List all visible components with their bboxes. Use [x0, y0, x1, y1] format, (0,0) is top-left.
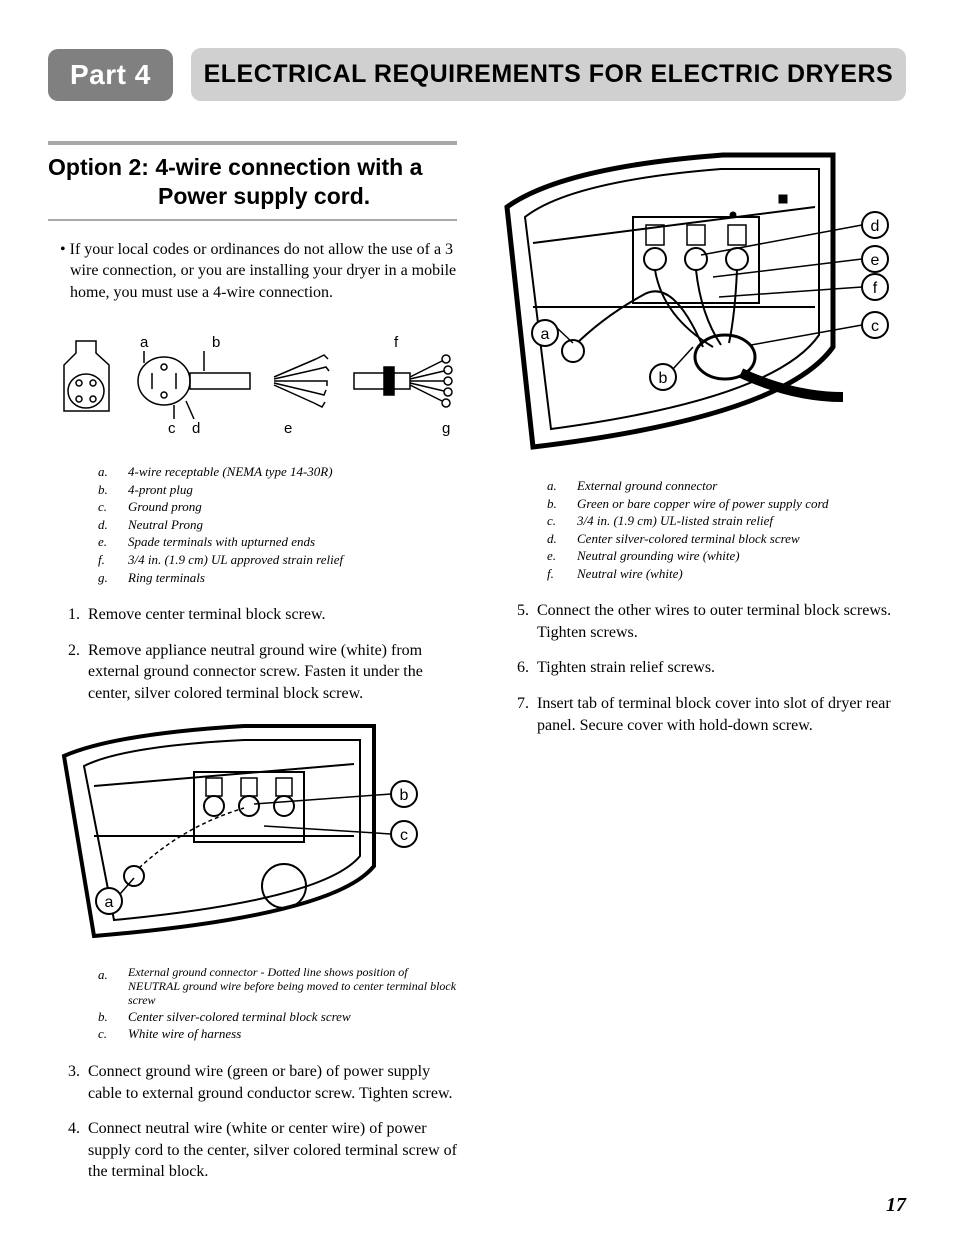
step-item: Remove center terminal block screw. [84, 604, 457, 626]
intro-paragraph: If your local codes or ordinances do not… [60, 239, 457, 304]
legend-text: White wire of harness [128, 1025, 241, 1043]
figure-terminal-2: d e f c a b [497, 141, 906, 463]
svg-text:a: a [140, 334, 149, 351]
legend-letter: e. [547, 547, 561, 565]
page-header: Part 4 ELECTRICAL REQUIREMENTS FOR ELECT… [48, 48, 906, 101]
legend-text: Neutral wire (white) [577, 565, 683, 583]
legend-letter: d. [98, 516, 112, 534]
legend-letter: d. [547, 530, 561, 548]
dryer-terminal-diagram-icon: b c a [54, 716, 434, 946]
steps-list-2: Connect ground wire (green or bare) of p… [48, 1061, 457, 1183]
plug-cord-diagram-icon: a b f c d e g [54, 333, 454, 443]
legend-text: Center silver-colored terminal block scr… [128, 1008, 351, 1026]
right-column: d e f c a b a. External ground connector … [497, 141, 906, 1197]
rule-top [48, 141, 457, 145]
svg-text:c: c [400, 827, 408, 844]
svg-text:d: d [871, 218, 880, 235]
figure-terminal-1: b c a [48, 710, 457, 952]
legend-text: 4-wire receptable (NEMA type 14-30R) [128, 463, 333, 481]
svg-text:f: f [873, 280, 878, 297]
left-column: Option 2: 4-wire connection with a Power… [48, 141, 457, 1197]
svg-text:a: a [541, 326, 550, 343]
svg-text:d: d [192, 420, 200, 437]
step-item: Connect ground wire (green or bare) of p… [84, 1061, 457, 1104]
legend-1: a. 4-wire receptable (NEMA type 14-30R) b… [98, 463, 457, 586]
steps-list-3: Connect the other wires to outer termina… [497, 600, 906, 736]
legend-letter: a. [98, 463, 112, 481]
dryer-wired-diagram-icon: d e f c a b [503, 147, 903, 457]
legend-letter: g. [98, 569, 112, 587]
figure-plug-cord: a b f c d e g [48, 327, 457, 449]
legend-text: Green or bare copper wire of power suppl… [577, 495, 829, 513]
svg-text:b: b [659, 370, 668, 387]
legend-text: External ground connector - Dotted line … [128, 966, 457, 1007]
legend-text: 3/4 in. (1.9 cm) UL approved strain reli… [128, 551, 343, 569]
svg-text:f: f [394, 334, 399, 351]
legend-text: Ground prong [128, 498, 202, 516]
part-tab: Part 4 [48, 49, 173, 101]
legend-letter: a. [547, 477, 561, 495]
svg-text:a: a [105, 894, 114, 911]
legend-text: Neutral Prong [128, 516, 203, 534]
step-item: Connect neutral wire (white or center wi… [84, 1118, 457, 1183]
option-heading-line1: Option 2: 4-wire connection with a [48, 154, 422, 180]
option-heading-line2: Power supply cord. [48, 182, 457, 211]
option-heading: Option 2: 4-wire connection with a Power… [48, 153, 457, 211]
header-banner: ELECTRICAL REQUIREMENTS FOR ELECTRIC DRY… [191, 48, 906, 101]
legend-text: Spade terminals with upturned ends [128, 533, 315, 551]
legend-text: 4-pront plug [128, 481, 193, 499]
legend-letter: e. [98, 533, 112, 551]
legend-text: Center silver-colored terminal block scr… [577, 530, 800, 548]
svg-text:g: g [442, 420, 450, 437]
step-item: Tighten strain relief screws. [533, 657, 906, 679]
content-columns: Option 2: 4-wire connection with a Power… [48, 141, 906, 1197]
legend-letter: b. [547, 495, 561, 513]
svg-text:c: c [871, 318, 879, 335]
legend-letter: a. [98, 966, 112, 1007]
legend-text: External ground connector [577, 477, 717, 495]
page-number: 17 [886, 1194, 906, 1217]
legend-3: a. External ground connector b. Green or b… [547, 477, 906, 582]
svg-text:b: b [400, 787, 409, 804]
legend-2: a. External ground connector - Dotted lin… [98, 966, 457, 1042]
legend-letter: c. [98, 1025, 112, 1043]
step-item: Insert tab of terminal block cover into … [533, 693, 906, 736]
step-item: Remove appliance neutral ground wire (wh… [84, 640, 457, 705]
rule-bottom [48, 219, 457, 221]
legend-text: 3/4 in. (1.9 cm) UL-listed strain relief [577, 512, 773, 530]
legend-letter: f. [98, 551, 112, 569]
svg-text:e: e [284, 420, 292, 437]
svg-text:e: e [871, 252, 880, 269]
legend-letter: c. [547, 512, 561, 530]
legend-letter: c. [98, 498, 112, 516]
steps-list-1: Remove center terminal block screw. Remo… [48, 604, 457, 704]
legend-letter: b. [98, 481, 112, 499]
svg-text:b: b [212, 334, 220, 351]
step-item: Connect the other wires to outer termina… [533, 600, 906, 643]
legend-letter: b. [98, 1008, 112, 1026]
legend-text: Ring terminals [128, 569, 205, 587]
legend-text: Neutral grounding wire (white) [577, 547, 740, 565]
legend-letter: f. [547, 565, 561, 583]
svg-text:c: c [168, 420, 176, 437]
